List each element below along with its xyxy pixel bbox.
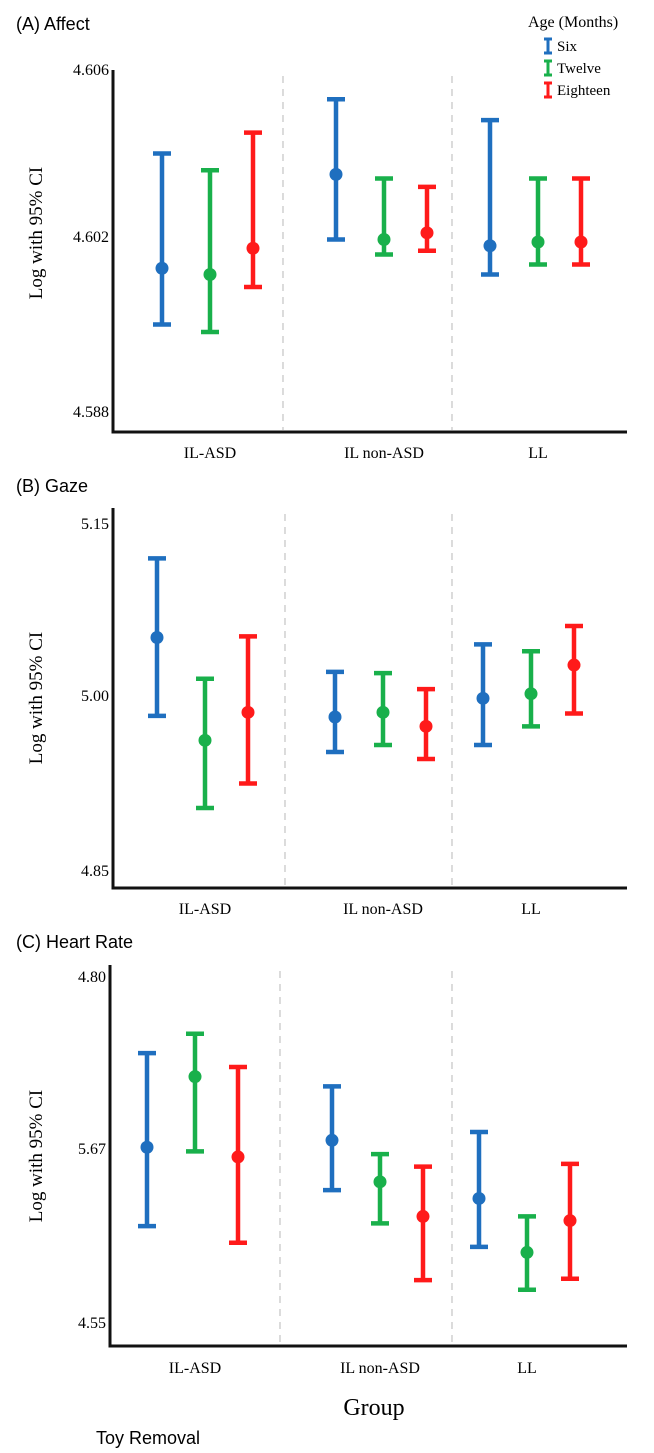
y-tick-label: 5.00 (81, 688, 109, 705)
y-tick-label: 5.15 (81, 516, 109, 533)
point-six-ll (472, 1191, 486, 1205)
x-tick-label-il-non-asd: IL non-ASD (340, 1360, 420, 1377)
x-axis-title: Group (343, 1395, 404, 1421)
point-eighteen-il-non-asd (419, 719, 433, 733)
point-twelve-il-asd (203, 268, 217, 281)
panel-title: (A) Affect (16, 14, 90, 34)
x-tick-label-il-non-asd: IL non-ASD (343, 901, 423, 918)
panel-title: (C) Heart Rate (16, 932, 133, 952)
point-six-il-non-asd (328, 710, 342, 724)
point-twelve-ll (524, 687, 538, 701)
y-tick-label: 5.67 (78, 1141, 106, 1158)
point-six-il-non-asd (325, 1133, 339, 1147)
point-twelve-il-non-asd (377, 233, 391, 246)
chart-panel-1: (A) Affect 4.606 4.602 4.588 Log with 95% CI… (16, 14, 627, 462)
legend: Age (Months) Six Twelve Eighteen (528, 14, 618, 99)
chart-panel-2: (B) Gaze 5.15 5.00 4.85 Log with 95% CI IL-AS… (16, 476, 627, 918)
y-axis-label: Log with 95% CI (26, 632, 47, 764)
point-eighteen-ll (563, 1214, 577, 1228)
x-tick-label-il-asd: IL-ASD (184, 445, 236, 462)
point-six-il-asd (150, 631, 164, 645)
x-tick-label-il-asd: IL-ASD (179, 901, 231, 918)
point-twelve-il-asd (188, 1070, 202, 1084)
x-tick-label-il-non-asd: IL non-ASD (344, 445, 424, 462)
legend-label-six: Six (557, 39, 578, 55)
y-tick-label: 4.588 (73, 404, 109, 421)
point-six-ll (476, 691, 490, 705)
point-six-il-asd (155, 261, 169, 275)
x-tick-label-il-asd: IL-ASD (169, 1360, 221, 1377)
y-axis-label: Log with 95% CI (26, 167, 47, 299)
point-twelve-ll (531, 235, 545, 249)
legend-label-eighteen: Eighteen (557, 83, 611, 99)
panel-title: (B) Gaze (16, 476, 88, 496)
y-tick-label: 4.85 (81, 863, 109, 880)
x-tick-label-ll: LL (517, 1360, 537, 1377)
point-eighteen-ll (567, 658, 581, 672)
point-eighteen-ll (574, 235, 588, 249)
point-twelve-il-non-asd (376, 705, 390, 719)
legend-title: Age (Months) (528, 14, 618, 31)
chart-panel-3: (C) Heart Rate 4.80 5.67 4.55 Log with 95% C… (16, 932, 627, 1377)
point-eighteen-il-asd (231, 1150, 245, 1164)
point-six-il-asd (140, 1140, 154, 1154)
footer-caption: Toy Removal (96, 1428, 200, 1448)
point-six-il-non-asd (329, 167, 343, 181)
point-twelve-il-asd (198, 733, 212, 747)
y-tick-label: 4.602 (73, 229, 109, 246)
x-tick-label-ll: LL (521, 901, 541, 918)
y-tick-label: 4.80 (78, 969, 106, 986)
point-twelve-il-non-asd (373, 1175, 387, 1189)
y-tick-label: 4.55 (78, 1315, 106, 1332)
x-tick-label-ll: LL (528, 445, 548, 462)
point-six-ll (483, 239, 497, 253)
point-twelve-ll (520, 1245, 534, 1259)
point-eighteen-il-non-asd (416, 1209, 430, 1223)
y-axis-label: Log with 95% CI (26, 1090, 47, 1222)
point-eighteen-il-asd (246, 241, 260, 255)
y-tick-label: 4.606 (73, 62, 109, 79)
point-eighteen-il-asd (241, 705, 255, 719)
point-eighteen-il-non-asd (420, 226, 434, 240)
legend-label-twelve: Twelve (557, 61, 601, 77)
